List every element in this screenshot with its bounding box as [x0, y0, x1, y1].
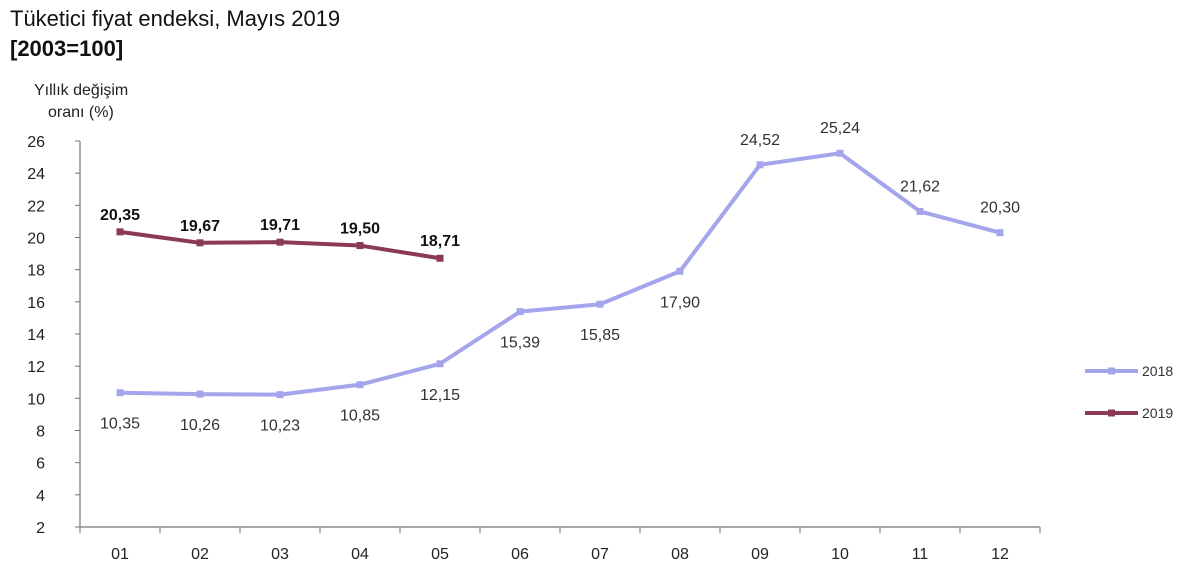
y-tick-label: 20: [27, 231, 45, 248]
series-2018-data-label: 10,23: [260, 418, 300, 435]
series-2018-point: [836, 149, 844, 157]
legend: 2018 2019: [1085, 363, 1173, 421]
y-tick-label: 16: [27, 295, 45, 312]
y-tick-label: 4: [36, 488, 45, 505]
series-2019-data-label: 19,71: [260, 217, 300, 234]
y-tick-label: 10: [27, 391, 45, 408]
series-2018-point: [116, 389, 124, 397]
x-tick-label: 12: [991, 546, 1009, 563]
series-2018-point: [196, 390, 204, 398]
x-tick-label: 05: [431, 546, 449, 563]
series-2019-point: [276, 238, 284, 246]
y-tick-label: 24: [27, 166, 45, 183]
y-tick-label: 18: [27, 263, 45, 280]
series-2018-data-label: 24,52: [740, 132, 780, 149]
y-tick-label: 8: [36, 424, 45, 441]
series-2018-point: [916, 207, 924, 215]
chart-title: Tüketici fiyat endeksi, Mayıs 2019: [10, 6, 341, 31]
series-2018-point: [276, 391, 284, 399]
series-2019-data-label: 19,67: [180, 218, 220, 235]
series-layer: 10,35 10,26 10,23 10,85 12,15 15,39 15,85 17,90…: [100, 120, 1020, 434]
y-tick-label: 12: [27, 359, 45, 376]
series-2018-data-label: 12,15: [420, 387, 460, 404]
series-2019-data-label: 18,71: [420, 233, 460, 250]
series-2018-data-label: 21,62: [900, 178, 940, 195]
series-2018-point: [756, 161, 764, 169]
x-tick-label: 02: [191, 546, 209, 563]
x-tick-label: 08: [671, 546, 689, 563]
y-axis-label-line-2: oranı (%): [48, 104, 114, 121]
series-2019-point: [116, 228, 124, 236]
x-tick-label: 11: [912, 546, 929, 563]
y-tick-label: 2: [36, 520, 45, 537]
series-2018-data-label: 10,35: [100, 416, 140, 433]
x-tick-label: 10: [831, 546, 849, 563]
series-2018-data-label: 25,24: [820, 120, 860, 137]
legend-marker-2018: [1108, 367, 1115, 375]
series-2018-point: [676, 267, 684, 275]
title-block: Tüketici fiyat endeksi, Mayıs 2019 [2003…: [10, 4, 340, 64]
series-2019-data-label: 19,50: [340, 221, 380, 238]
series-2018-data-label: 10,85: [340, 408, 380, 425]
series-2018-data-label: 10,26: [180, 417, 220, 434]
x-tick-label: 04: [351, 546, 369, 563]
y-tick-label: 26: [27, 134, 45, 151]
series-2018-point: [436, 360, 444, 368]
y-tick-label: 14: [27, 327, 45, 344]
series-2019-data-label: 20,35: [100, 207, 140, 224]
series-2018-data-label: 15,39: [500, 335, 540, 352]
x-tick-label: 09: [751, 546, 769, 563]
x-tick-label: 07: [591, 546, 609, 563]
series-2019-point: [436, 254, 444, 262]
x-tick-label: 06: [511, 546, 529, 563]
legend-marker-2019: [1108, 409, 1115, 417]
series-2019-point: [196, 239, 204, 247]
y-tick-label: 6: [36, 456, 45, 473]
series-2018-point: [356, 381, 364, 389]
series-2018-point: [596, 300, 604, 308]
x-tick-label: 01: [111, 546, 129, 563]
series-2018-data-label: 20,30: [980, 200, 1020, 217]
y-axis-label-line-1: Yıllık değişim: [34, 82, 129, 99]
legend-label-2019: 2019: [1142, 405, 1173, 421]
series-2018-point: [516, 308, 524, 316]
chart-subtitle: [2003=100]: [10, 36, 124, 61]
x-tick-label: 03: [271, 546, 289, 563]
series-2018-data-label: 15,85: [580, 327, 620, 344]
series-2018-data-label: 17,90: [660, 294, 700, 311]
y-tick-label: 22: [27, 198, 45, 215]
series-2018-line: [119, 151, 1001, 397]
y-axis-label: Yıllık değişim oranı (%): [34, 80, 184, 124]
legend-label-2018: 2018: [1142, 363, 1173, 379]
series-2019-point: [356, 242, 364, 250]
series-2018-point: [996, 229, 1004, 237]
